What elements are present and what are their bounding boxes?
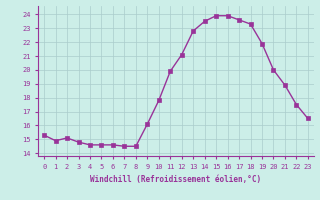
X-axis label: Windchill (Refroidissement éolien,°C): Windchill (Refroidissement éolien,°C) — [91, 175, 261, 184]
